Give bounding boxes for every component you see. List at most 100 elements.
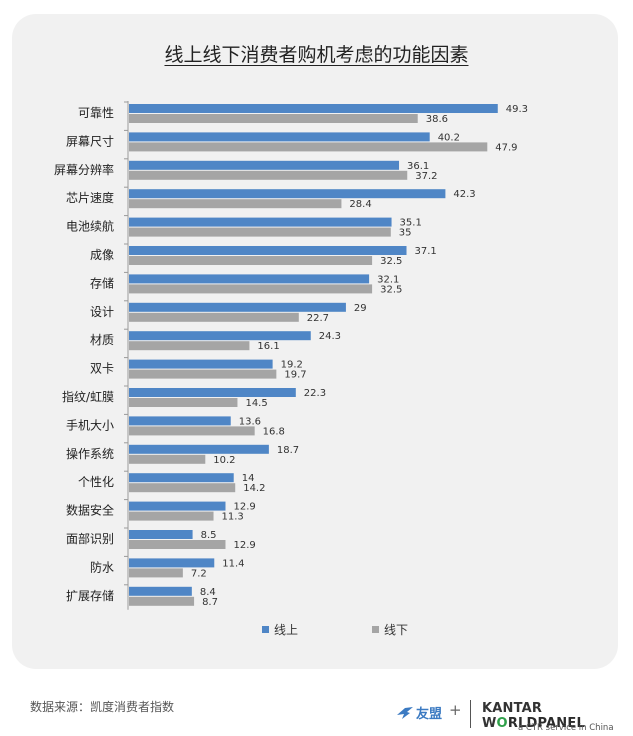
data-label: 49.3 [506,104,528,115]
bar-online [129,359,273,369]
bar-offline [129,596,195,606]
data-label: 40.2 [438,132,460,143]
data-label: 14 [242,473,255,484]
legend-label: 线下 [384,623,408,637]
bar-offline [129,256,373,265]
category-label: 扩展存储 [66,588,114,603]
chart-card [12,14,618,669]
data-label: 8.5 [201,530,217,541]
category-label: 成像 [90,248,114,262]
bar-online [129,160,400,170]
data-label: 38.6 [426,114,448,125]
bar-offline [129,540,226,549]
kantar-logo-o: O [496,716,508,731]
bar-offline [129,312,299,322]
bar-offline [129,511,214,521]
data-label: 7.2 [191,568,207,579]
bar-online [129,274,370,284]
data-label: 11.3 [222,512,244,523]
data-label: 14.5 [245,398,267,409]
bar-offline [129,170,408,180]
bar-offline [129,227,391,237]
data-label: 16.8 [263,426,285,437]
bar-online [129,302,346,312]
bar-offline [129,284,373,294]
category-label: 双卡 [90,362,114,376]
bar-online [129,331,311,341]
data-label: 19.7 [284,370,306,381]
data-label: 37.1 [415,246,437,257]
youmeng-logo: 友盟 [396,703,442,722]
bar-online [129,246,407,255]
data-source-note: 数据来源：凯度消费者指数 [30,700,175,714]
kantar-logo-part: RLDPANEL [507,716,585,731]
bar-online [129,416,231,426]
category-label: 面部识别 [66,531,114,546]
bar-online [129,132,430,142]
data-label: 13.6 [239,416,261,427]
category-label: 防水 [90,559,114,574]
bar-chart: 可靠性 49.3 38.6 屏幕尺寸 40.2 47.9 屏幕分辨率 36.137.2 芯片速度… [54,101,528,637]
bar-online [129,501,226,511]
category-label: 芯片速度 [66,190,114,205]
chart-title: 线上线下消费者购机考虑的功能因素 [164,44,469,66]
data-label: 36.1 [407,161,429,172]
bar-offline [129,568,183,578]
category-label: 操作系统 [66,446,114,461]
data-label: 18.7 [277,445,299,456]
kantar-worldpanel-logo: KANTAR WORLDPANEL [482,701,633,731]
bar-online [129,530,193,539]
category-label: 设计 [90,305,114,319]
category-label: 电池续航 [66,219,114,234]
data-label: 22.7 [307,313,329,324]
category-label: 指纹/虹膜 [62,389,114,404]
data-label: 29 [354,303,367,314]
data-label: 37.2 [415,171,437,182]
bar-online [129,388,296,397]
ctr-tagline: a CTR service in China [518,723,614,733]
category-label: 手机大小 [66,418,114,432]
data-label: 8.7 [202,597,218,608]
bird-icon [397,707,413,719]
data-label: 35 [399,228,412,239]
category-label: 材质 [90,333,114,347]
legend-swatch [262,626,269,633]
category-label: 可靠性 [78,106,114,120]
category-label: 屏幕尺寸 [66,134,114,148]
data-label: 47.9 [495,142,517,153]
data-label: 28.4 [349,199,371,210]
bar-online [129,558,215,568]
data-label: 32.5 [380,284,402,295]
data-label: 24.3 [319,331,341,342]
bar-offline [129,369,277,379]
logo-divider [470,700,471,728]
bar-offline [129,398,238,407]
bar-online [129,586,192,596]
category-label: 存储 [90,275,114,290]
data-label: 10.2 [213,455,235,466]
data-label: 32.1 [377,274,399,285]
data-label: 19.2 [281,360,303,371]
legend-swatch [372,626,379,633]
legend-label: 线上 [274,623,298,637]
bar-offline [129,341,250,351]
data-label: 12.9 [233,502,255,513]
bar-offline [129,454,206,464]
bar-online [129,189,446,199]
category-label: 个性化 [78,475,114,489]
bar-offline [129,426,255,436]
data-label: 22.3 [304,388,326,399]
bar-offline [129,142,488,152]
bar-online [129,217,392,227]
category-label: 屏幕分辨率 [54,162,114,177]
category-label: 数据安全 [66,503,114,518]
data-label: 14.2 [243,483,265,494]
logo-plus: + [449,701,462,719]
data-label: 35.1 [400,218,422,229]
data-label: 11.4 [222,558,244,569]
kantar-logo-part: KANTAR W [482,701,543,731]
data-label: 32.5 [380,256,402,267]
data-label: 8.4 [200,587,216,598]
youmeng-logo-text: 友盟 [416,707,443,722]
bar-offline [129,114,418,123]
